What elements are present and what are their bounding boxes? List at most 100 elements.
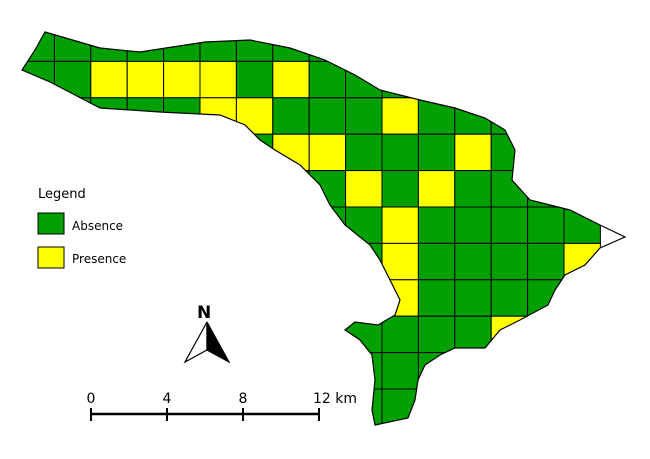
legend-title: Legend <box>38 187 86 202</box>
grid-cell-absence <box>126 170 165 208</box>
grid-cell-presence <box>345 170 383 208</box>
grid-cell-absence <box>53 388 92 425</box>
scale-bar: 0 4 8 12 km <box>87 391 357 421</box>
grid-cell-absence <box>126 424 165 425</box>
grid-cell-absence <box>308 97 347 135</box>
scale-tick-0: 0 <box>87 391 96 407</box>
legend-swatch-absence <box>37 212 65 235</box>
grid-cell-absence <box>417 133 456 172</box>
grid-cell-absence <box>22 388 55 425</box>
grid-cell-absence <box>563 170 601 208</box>
grid-cell-absence <box>199 170 237 208</box>
grid-cell-absence <box>272 279 310 317</box>
grid-cell-absence <box>163 352 201 390</box>
grid-cell-absence <box>126 206 165 244</box>
grid-cell-absence <box>308 242 347 281</box>
grid-cell-absence <box>527 352 565 390</box>
grid-cell-presence <box>454 133 492 172</box>
grid-cell-absence <box>527 388 565 425</box>
grid-cell-absence <box>563 206 601 244</box>
grid-cell-absence <box>454 315 492 354</box>
grid-cell-absence <box>490 279 529 317</box>
grid-cell-absence <box>235 352 274 390</box>
grid-cell-absence <box>235 315 274 354</box>
grid-cell-presence <box>381 242 419 281</box>
grid-cell-absence <box>163 242 201 281</box>
grid-cell-presence <box>381 279 419 317</box>
grid-cell-presence <box>454 352 492 390</box>
grid-cell-absence <box>126 133 165 172</box>
grid-cell-absence <box>345 206 383 244</box>
grid-cell-absence <box>527 32 565 62</box>
grid-cell-absence <box>345 352 383 390</box>
legend-label-presence: Presence <box>72 252 126 266</box>
grid-cell-absence <box>53 424 92 425</box>
grid-cell-absence <box>417 60 456 99</box>
grid-cell-absence <box>199 388 237 425</box>
grid-cell-absence <box>53 97 92 135</box>
grid-cell-absence <box>527 133 565 172</box>
grid-cell-absence <box>22 32 55 62</box>
grid-cell-absence <box>272 170 310 208</box>
grid-cell-absence <box>308 352 347 390</box>
grid-cell-absence <box>22 424 55 425</box>
grid-cell-absence <box>381 32 419 62</box>
grid-cell-absence <box>490 97 529 135</box>
grid-cell-absence <box>563 279 601 317</box>
grid-cell-absence <box>563 97 601 135</box>
grid-cell-absence <box>235 133 274 172</box>
grid-cell-absence <box>90 32 128 62</box>
grid-cell-absence <box>53 315 92 354</box>
grid-cell-absence <box>22 97 55 135</box>
grid-cell-absence <box>563 388 601 425</box>
grid-cell-absence <box>563 133 601 172</box>
grid-cell-absence <box>126 242 165 281</box>
scale-tick-8: 8 <box>239 391 248 407</box>
region-outline <box>21 31 627 426</box>
grid-cell-absence <box>272 206 310 244</box>
grid-cell-presence <box>90 60 128 99</box>
legend: Legend Absence Presence <box>37 187 126 269</box>
legend-swatch-presence <box>37 246 65 269</box>
grid-cell-absence <box>454 32 492 62</box>
grid-cell-absence <box>345 279 383 317</box>
grid-cell-absence <box>272 388 310 425</box>
grid-cell-presence <box>163 60 201 99</box>
grid-cell-absence <box>490 32 529 62</box>
grid-cell-absence <box>235 206 274 244</box>
grid-cell-absence <box>53 352 92 390</box>
grid-cell-absence <box>272 242 310 281</box>
grid-cell-absence <box>53 60 92 99</box>
grid-cell-absence <box>199 133 237 172</box>
grid-cell-absence <box>126 279 165 317</box>
legend-label-absence: Absence <box>72 219 123 233</box>
grid-cell-absence <box>527 60 565 99</box>
grid-cell-absence <box>527 242 565 281</box>
grid-cell-absence <box>563 60 601 99</box>
grid-cell-absence <box>417 315 456 354</box>
north-label: N <box>197 303 211 323</box>
grid-cell-absence <box>417 424 456 425</box>
grid-cell-absence <box>381 170 419 208</box>
grid-cell-presence <box>417 170 456 208</box>
grid-cell-absence <box>345 133 383 172</box>
grid-cell-absence <box>22 315 55 354</box>
grid-cell-absence <box>90 424 128 425</box>
grid-cell-absence <box>235 424 274 425</box>
grid-cell-absence <box>490 352 529 390</box>
grid-cell-absence <box>90 315 128 354</box>
grid-cell-absence <box>381 424 419 425</box>
grid-cell-absence <box>417 279 456 317</box>
grid-cell-absence <box>163 279 201 317</box>
grid-cell-absence <box>454 97 492 135</box>
grid-cell-absence <box>272 32 310 62</box>
grid-cell-presence <box>272 60 310 99</box>
grid-cells <box>22 32 601 425</box>
grid-cell-absence <box>527 206 565 244</box>
grid-cell-absence <box>563 352 601 390</box>
scale-tick-12: 12 km <box>313 391 357 407</box>
grid-cell-absence <box>308 170 347 208</box>
grid-cell-absence <box>163 133 201 172</box>
grid-cell-absence <box>90 279 128 317</box>
